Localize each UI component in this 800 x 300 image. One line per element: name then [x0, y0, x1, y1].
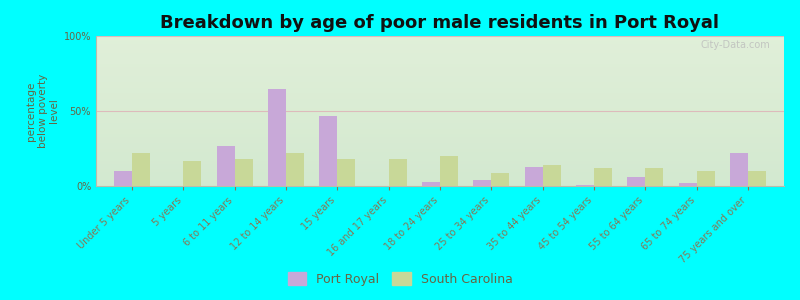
Bar: [525, 167, 542, 186]
Bar: [286, 153, 304, 186]
Bar: [627, 177, 646, 186]
Bar: [217, 146, 234, 186]
Bar: [576, 184, 594, 186]
Text: City-Data.com: City-Data.com: [701, 40, 770, 50]
Bar: [748, 171, 766, 186]
Bar: [474, 180, 491, 186]
Bar: [542, 165, 561, 186]
Bar: [132, 153, 150, 186]
Bar: [594, 168, 612, 186]
Bar: [234, 159, 253, 186]
Y-axis label: percentage
below poverty
level: percentage below poverty level: [26, 74, 59, 148]
Bar: [422, 182, 440, 186]
Bar: [678, 183, 697, 186]
Bar: [114, 171, 132, 186]
Legend: Port Royal, South Carolina: Port Royal, South Carolina: [282, 267, 518, 291]
Bar: [491, 172, 510, 186]
Bar: [389, 159, 406, 186]
Bar: [319, 116, 338, 186]
Bar: [338, 159, 355, 186]
Bar: [440, 156, 458, 186]
Bar: [268, 88, 286, 186]
Bar: [646, 168, 663, 186]
Bar: [183, 160, 202, 186]
Title: Breakdown by age of poor male residents in Port Royal: Breakdown by age of poor male residents …: [161, 14, 719, 32]
Bar: [730, 153, 748, 186]
Bar: [697, 171, 714, 186]
